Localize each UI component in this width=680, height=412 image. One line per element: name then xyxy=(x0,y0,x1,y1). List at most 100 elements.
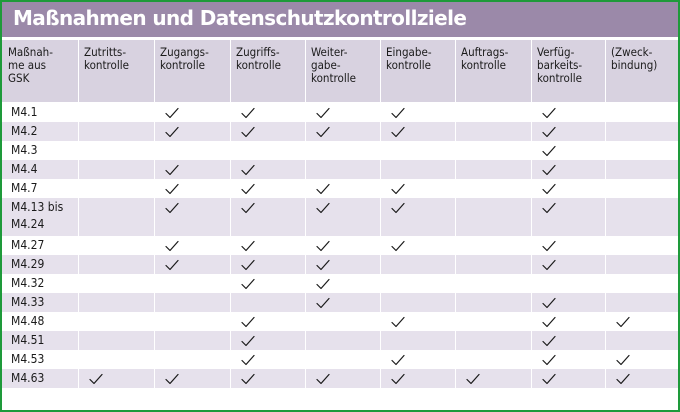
measure-label: M4.63 xyxy=(11,371,45,385)
column-divider xyxy=(531,40,532,410)
table-row xyxy=(2,198,678,236)
table-row xyxy=(2,293,678,312)
checkmark-icon xyxy=(89,373,103,385)
column-divider xyxy=(605,40,606,410)
row-divider xyxy=(2,388,678,389)
checkmark-icon xyxy=(391,183,405,195)
checkmark-icon xyxy=(542,107,556,119)
checkmark-icon xyxy=(165,259,179,271)
column-header: Auftrags- kontrolle xyxy=(461,45,509,72)
checkmark-icon xyxy=(241,126,255,138)
checkmark-icon xyxy=(316,259,330,271)
checkmark-icon xyxy=(316,202,330,214)
checkmark-icon xyxy=(241,373,255,385)
checkmark-icon xyxy=(616,373,630,385)
checkmark-icon xyxy=(241,240,255,252)
column-divider xyxy=(380,40,381,410)
measure-label: M4.48 xyxy=(11,314,45,328)
checkmark-icon xyxy=(466,373,480,385)
checkmark-icon xyxy=(616,354,630,366)
measure-label: M4.4 xyxy=(11,162,38,176)
measure-label: M4.13 bis M4.24 xyxy=(11,200,64,231)
measure-label: M4.3 xyxy=(11,143,38,157)
checkmark-icon xyxy=(316,297,330,309)
checkmark-icon xyxy=(316,278,330,290)
column-header: Maßnah- me aus GSK xyxy=(8,45,53,85)
measure-label: M4.7 xyxy=(11,181,38,195)
column-divider xyxy=(455,40,456,410)
checkmark-icon xyxy=(542,335,556,347)
checkmark-icon xyxy=(391,316,405,328)
measure-label: M4.32 xyxy=(11,276,45,290)
table-row xyxy=(2,236,678,255)
checkmark-icon xyxy=(316,240,330,252)
column-divider xyxy=(78,40,79,410)
table-row xyxy=(2,179,678,198)
checkmark-icon xyxy=(391,373,405,385)
column-header: Eingabe- kontrolle xyxy=(386,45,432,72)
checkmark-icon xyxy=(241,164,255,176)
checkmark-icon xyxy=(316,126,330,138)
table-row xyxy=(2,350,678,369)
column-header: Zugangs- kontrolle xyxy=(160,45,209,72)
table-row xyxy=(2,255,678,274)
checkmark-icon xyxy=(542,259,556,271)
measure-label: M4.53 xyxy=(11,352,45,366)
column-divider xyxy=(154,40,155,410)
checkmark-icon xyxy=(542,183,556,195)
checkmark-icon xyxy=(391,354,405,366)
checkmark-icon xyxy=(316,183,330,195)
checkmark-icon xyxy=(241,202,255,214)
checkmark-icon xyxy=(542,354,556,366)
checkmark-icon xyxy=(542,240,556,252)
checkmark-icon xyxy=(165,373,179,385)
checkmark-icon xyxy=(542,126,556,138)
column-header: Weiter- gabe- kontrolle xyxy=(311,45,356,85)
checkmark-icon xyxy=(241,278,255,290)
column-divider xyxy=(230,40,231,410)
column-divider xyxy=(305,40,306,410)
checkmark-icon xyxy=(542,373,556,385)
measure-label: M4.33 xyxy=(11,295,45,309)
checkmark-icon xyxy=(542,297,556,309)
checkmark-icon xyxy=(316,373,330,385)
measure-label: M4.1 xyxy=(11,105,38,119)
checkmark-icon xyxy=(241,107,255,119)
measure-label: M4.2 xyxy=(11,124,38,138)
checkmark-icon xyxy=(616,316,630,328)
table-row xyxy=(2,160,678,179)
checkmark-icon xyxy=(241,259,255,271)
table-title: Maßnahmen und Datenschutzkontrollziele xyxy=(13,6,467,30)
header-row xyxy=(2,40,678,102)
checkmark-icon xyxy=(241,183,255,195)
table-row xyxy=(2,103,678,122)
checkmark-icon xyxy=(241,335,255,347)
checkmark-icon xyxy=(542,145,556,157)
checkmark-icon xyxy=(165,183,179,195)
checkmark-icon xyxy=(165,240,179,252)
table-row xyxy=(2,331,678,350)
checkmark-icon xyxy=(391,240,405,252)
table-row xyxy=(2,369,678,388)
measure-label: M4.29 xyxy=(11,257,45,271)
checkmark-icon xyxy=(316,107,330,119)
table-row xyxy=(2,312,678,331)
checkmark-icon xyxy=(391,107,405,119)
column-header: Zutritts- kontrolle xyxy=(84,45,129,72)
column-header: (Zweck- bindung) xyxy=(611,45,658,72)
measure-label: M4.27 xyxy=(11,238,45,252)
title-bar: Maßnahmen und Datenschutzkontrollziele xyxy=(2,2,678,37)
table-row xyxy=(2,141,678,160)
checkmark-icon xyxy=(542,202,556,214)
checkmark-icon xyxy=(241,354,255,366)
checkmark-icon xyxy=(165,107,179,119)
checkmark-icon xyxy=(241,316,255,328)
checkmark-icon xyxy=(165,126,179,138)
checkmark-icon xyxy=(391,202,405,214)
checkmark-icon xyxy=(165,202,179,214)
table-row xyxy=(2,122,678,141)
checkmark-icon xyxy=(391,126,405,138)
column-header: Verfüg- barkeits- kontrolle xyxy=(537,45,583,85)
measure-label: M4.51 xyxy=(11,333,45,347)
